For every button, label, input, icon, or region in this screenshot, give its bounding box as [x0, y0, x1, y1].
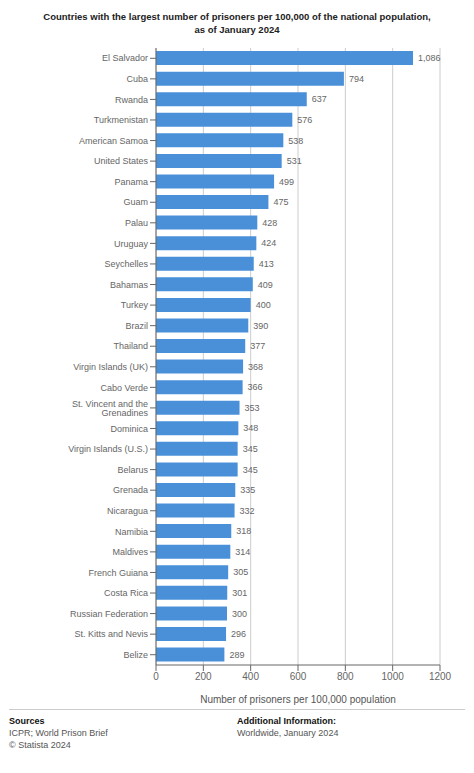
svg-text:300: 300: [232, 609, 247, 619]
svg-text:200: 200: [195, 671, 212, 682]
svg-text:800: 800: [337, 671, 354, 682]
svg-text:366: 366: [248, 382, 263, 392]
svg-text:Cuba: Cuba: [126, 74, 148, 84]
svg-text:576: 576: [297, 115, 312, 125]
svg-text:French Guiana: French Guiana: [88, 568, 148, 578]
svg-text:Virgin Islands (UK): Virgin Islands (UK): [73, 362, 148, 372]
svg-text:1,086: 1,086: [418, 53, 441, 63]
svg-text:353: 353: [245, 403, 260, 413]
svg-text:Namibia: Namibia: [115, 527, 148, 537]
svg-text:475: 475: [273, 197, 288, 207]
svg-text:332: 332: [240, 506, 255, 516]
svg-text:Russian Federation: Russian Federation: [70, 609, 148, 619]
svg-text:335: 335: [240, 485, 255, 495]
svg-text:400: 400: [242, 671, 259, 682]
svg-text:794: 794: [349, 74, 364, 84]
svg-text:318: 318: [236, 526, 251, 536]
svg-text:Brazil: Brazil: [125, 321, 148, 331]
svg-text:El Salvador: El Salvador: [102, 53, 148, 63]
svg-text:Guam: Guam: [123, 197, 148, 207]
svg-text:400: 400: [256, 300, 271, 310]
svg-text:424: 424: [261, 238, 276, 248]
svg-text:390: 390: [253, 321, 268, 331]
svg-text:368: 368: [248, 362, 263, 372]
html-text:Sources: Sources: [9, 716, 45, 726]
html-text:Additional Information:: Additional Information:: [237, 716, 336, 726]
svg-text:St. Vincent and theGrenadines: St. Vincent and theGrenadines: [72, 399, 148, 418]
svg-text:St. Kitts and Nevis: St. Kitts and Nevis: [74, 629, 148, 639]
svg-text:301: 301: [232, 588, 247, 598]
svg-text:Rwanda: Rwanda: [115, 95, 148, 105]
svg-text:345: 345: [243, 465, 258, 475]
svg-text:Grenada: Grenada: [113, 485, 148, 495]
html-text:as of January 2024: as of January 2024: [194, 24, 280, 35]
svg-text:Number of prisoners per 100,00: Number of prisoners per 100,000 populati…: [200, 694, 396, 705]
svg-text:Turkey: Turkey: [121, 300, 149, 310]
svg-text:499: 499: [279, 177, 294, 187]
svg-text:305: 305: [233, 567, 248, 577]
svg-text:Thailand: Thailand: [113, 341, 148, 351]
svg-text:1200: 1200: [429, 671, 452, 682]
svg-text:Palau: Palau: [125, 218, 148, 228]
svg-text:Dominica: Dominica: [110, 424, 148, 434]
svg-text:Seychelles: Seychelles: [104, 259, 148, 269]
svg-text:413: 413: [259, 259, 274, 269]
svg-text:Bahamas: Bahamas: [110, 280, 149, 290]
svg-text:United States: United States: [94, 156, 149, 166]
svg-text:Maldives: Maldives: [112, 547, 148, 557]
svg-text:296: 296: [231, 629, 246, 639]
svg-text:Panama: Panama: [114, 177, 148, 187]
svg-text:409: 409: [258, 280, 273, 290]
html-text:ICPR; World Prison Brief: ICPR; World Prison Brief: [9, 728, 108, 738]
svg-text:Belarus: Belarus: [117, 465, 148, 475]
svg-text:531: 531: [287, 156, 302, 166]
svg-text:Belize: Belize: [123, 650, 148, 660]
svg-text:American Samoa: American Samoa: [79, 136, 148, 146]
svg-text:Uruguay: Uruguay: [114, 239, 149, 249]
svg-text:Nicaragua: Nicaragua: [107, 506, 148, 516]
svg-text:600: 600: [290, 671, 307, 682]
svg-text:Turkmenistan: Turkmenistan: [94, 115, 148, 125]
svg-text:538: 538: [288, 136, 303, 146]
html-text:Worldwide, January 2024: Worldwide, January 2024: [237, 728, 339, 738]
svg-text:314: 314: [235, 547, 250, 557]
svg-text:377: 377: [250, 341, 265, 351]
svg-text:289: 289: [229, 650, 244, 660]
svg-text:1000: 1000: [382, 671, 405, 682]
svg-text:348: 348: [243, 423, 258, 433]
svg-text:428: 428: [262, 218, 277, 228]
html-text:Countries with the largest num: Countries with the largest number of pri…: [43, 11, 431, 22]
svg-text:Costa Rica: Costa Rica: [104, 588, 148, 598]
svg-text:345: 345: [243, 444, 258, 454]
svg-text:Virgin Islands (U.S.): Virgin Islands (U.S.): [68, 444, 148, 454]
svg-text:637: 637: [312, 94, 327, 104]
svg-text:0: 0: [153, 671, 159, 682]
html-text:© Statista 2024: © Statista 2024: [9, 740, 71, 750]
svg-text:Cabo Verde: Cabo Verde: [100, 383, 148, 393]
